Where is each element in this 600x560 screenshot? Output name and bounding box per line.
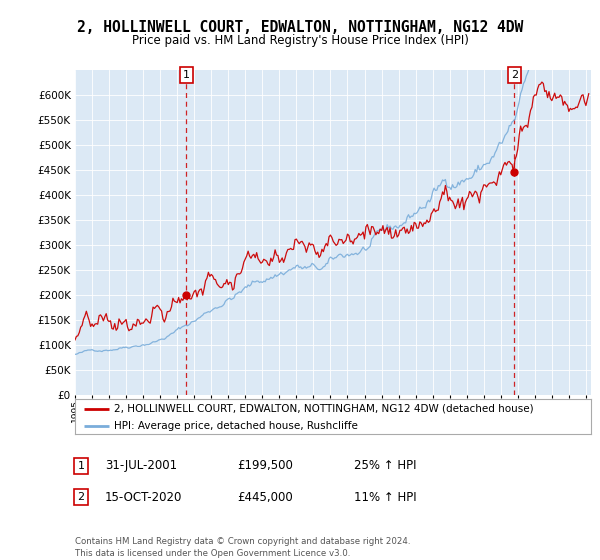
Text: £445,000: £445,000: [237, 491, 293, 504]
Text: Contains HM Land Registry data © Crown copyright and database right 2024.
This d: Contains HM Land Registry data © Crown c…: [75, 537, 410, 558]
Text: 2: 2: [511, 70, 518, 80]
Text: HPI: Average price, detached house, Rushcliffe: HPI: Average price, detached house, Rush…: [114, 421, 358, 431]
Text: 2: 2: [77, 492, 85, 502]
Text: £199,500: £199,500: [237, 459, 293, 473]
Text: 15-OCT-2020: 15-OCT-2020: [105, 491, 182, 504]
Text: 2, HOLLINWELL COURT, EDWALTON, NOTTINGHAM, NG12 4DW (detached house): 2, HOLLINWELL COURT, EDWALTON, NOTTINGHA…: [114, 404, 533, 414]
Text: Price paid vs. HM Land Registry's House Price Index (HPI): Price paid vs. HM Land Registry's House …: [131, 34, 469, 46]
Text: 2, HOLLINWELL COURT, EDWALTON, NOTTINGHAM, NG12 4DW: 2, HOLLINWELL COURT, EDWALTON, NOTTINGHA…: [77, 20, 523, 35]
Text: 11% ↑ HPI: 11% ↑ HPI: [354, 491, 416, 504]
Text: 31-JUL-2001: 31-JUL-2001: [105, 459, 177, 473]
Text: 25% ↑ HPI: 25% ↑ HPI: [354, 459, 416, 473]
Text: 1: 1: [77, 461, 85, 471]
Text: 1: 1: [183, 70, 190, 80]
